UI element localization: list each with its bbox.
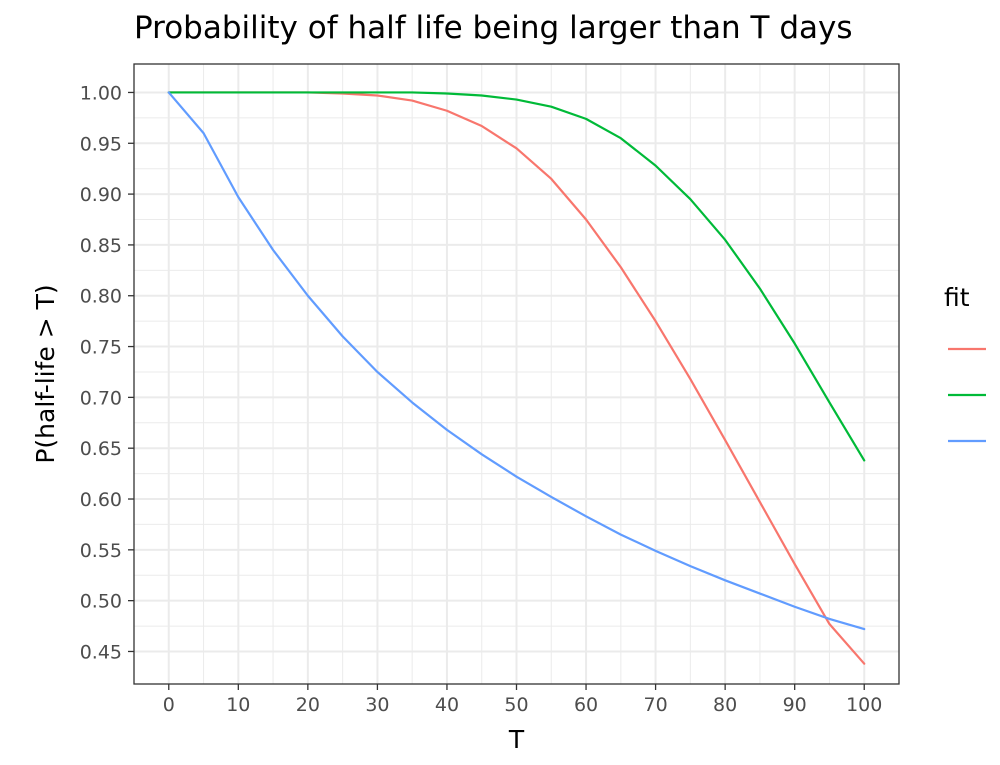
y-tick-label: 0.60 [80,489,122,511]
y-tick-label: 0.50 [80,591,122,613]
y-axis-title: P(half-life > T) [31,284,60,463]
series-line-1 [167,91,866,462]
y-tick-label: 0.90 [80,184,122,206]
x-tick-label: 10 [226,694,250,716]
y-tick-label: 0.45 [80,641,122,663]
x-tick-label: 70 [643,694,667,716]
x-tick-label: 20 [296,694,320,716]
y-tick-label: 0.55 [80,540,122,562]
chart-title: Probability of half life being larger th… [134,10,853,46]
y-tick-label: 0.95 [80,133,122,155]
series-line-2 [167,91,866,631]
x-tick-label: 60 [574,694,598,716]
x-tick-label: 90 [783,694,807,716]
x-tick-label: 30 [365,694,389,716]
x-tick-label: 80 [713,694,737,716]
y-tick-label: 0.75 [80,337,122,359]
legend-title: fit [944,283,970,312]
y-tick-label: 0.80 [80,286,122,308]
y-tick-label: 0.70 [80,387,122,409]
y-tick-label: 0.85 [80,235,122,257]
x-tick-label: 0 [163,694,175,716]
y-tick-label: 0.65 [80,438,122,460]
x-axis-title: T [508,725,525,754]
x-tick-label: 100 [846,694,882,716]
x-tick-label: 50 [504,694,528,716]
y-tick-label: 1.00 [80,82,122,104]
x-tick-label: 40 [435,694,459,716]
